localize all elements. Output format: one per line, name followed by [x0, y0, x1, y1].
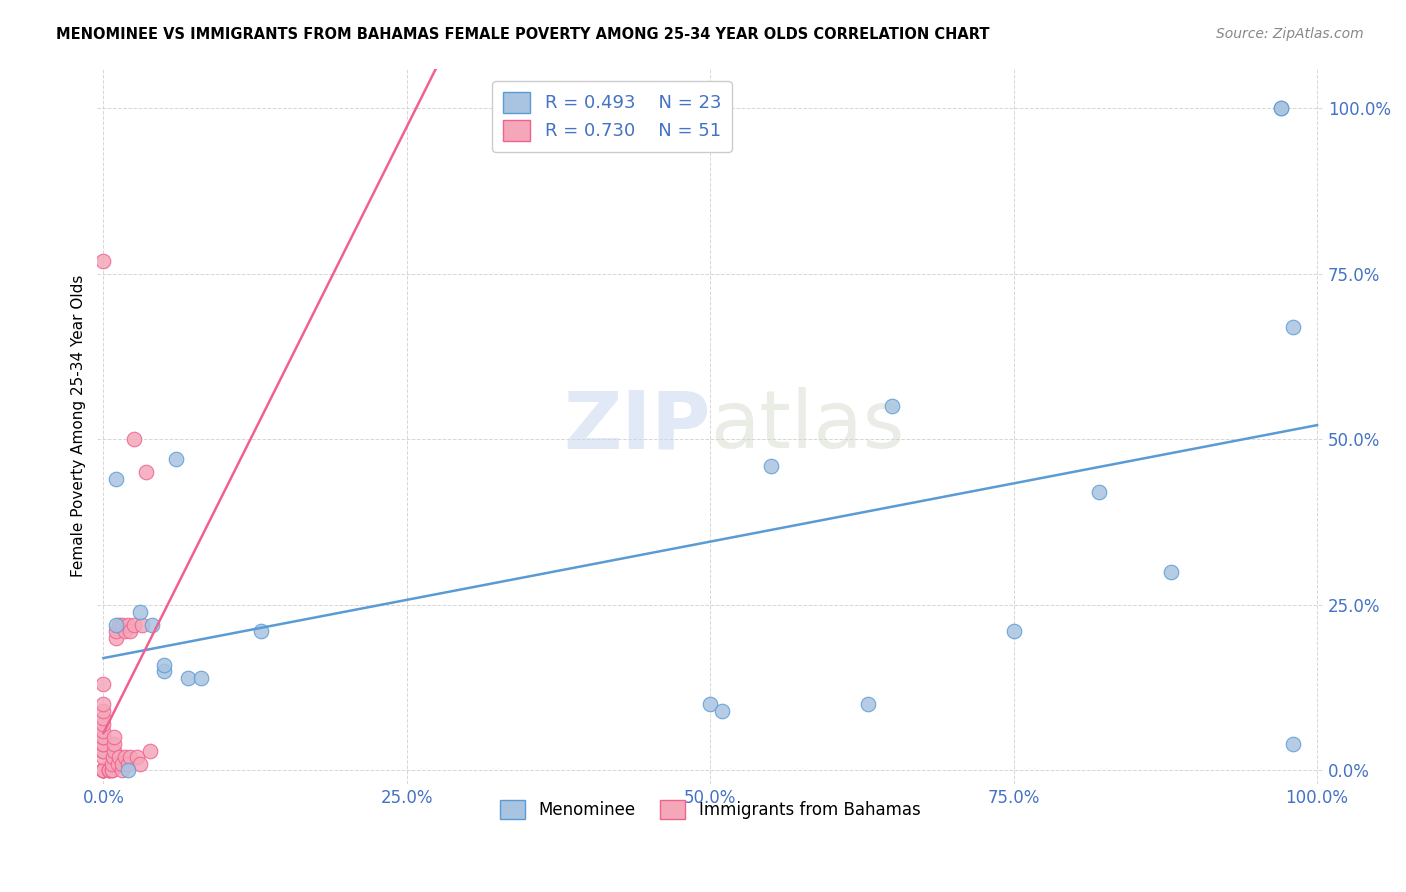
- Point: [759, 458, 782, 473]
- Point: [122, 433, 145, 447]
- Point: [250, 624, 273, 639]
- Point: [1281, 319, 1303, 334]
- Text: atlas: atlas: [710, 387, 904, 465]
- Point: [101, 756, 124, 771]
- Point: [141, 617, 163, 632]
- Legend: Menominee, Immigrants from Bahamas: Menominee, Immigrants from Bahamas: [494, 793, 927, 825]
- Point: [111, 756, 134, 771]
- Y-axis label: Female Poverty Among 25-34 Year Olds: Female Poverty Among 25-34 Year Olds: [72, 275, 86, 577]
- Point: [111, 617, 134, 632]
- Point: [93, 731, 115, 745]
- Point: [93, 750, 115, 764]
- Point: [98, 764, 121, 778]
- Point: [101, 764, 124, 778]
- Point: [120, 750, 142, 764]
- Point: [101, 750, 124, 764]
- Point: [98, 764, 121, 778]
- Point: [93, 698, 115, 712]
- Point: [93, 764, 115, 778]
- Point: [93, 764, 115, 778]
- Point: [111, 764, 134, 778]
- Point: [1002, 624, 1025, 639]
- Point: [114, 624, 136, 639]
- Point: [1270, 101, 1292, 115]
- Point: [104, 631, 127, 645]
- Point: [101, 764, 124, 778]
- Point: [120, 624, 142, 639]
- Point: [107, 756, 129, 771]
- Point: [103, 731, 125, 745]
- Point: [93, 710, 115, 724]
- Point: [93, 764, 115, 778]
- Point: [93, 744, 115, 758]
- Point: [1281, 737, 1303, 751]
- Point: [131, 617, 153, 632]
- Point: [93, 704, 115, 718]
- Point: [138, 744, 160, 758]
- Point: [93, 764, 115, 778]
- Point: [1087, 485, 1109, 500]
- Point: [108, 617, 131, 632]
- Point: [93, 764, 115, 778]
- Point: [93, 744, 115, 758]
- Point: [190, 671, 212, 685]
- Point: [127, 750, 149, 764]
- Point: [128, 605, 150, 619]
- Point: [104, 472, 127, 486]
- Point: [699, 698, 721, 712]
- Point: [135, 466, 157, 480]
- Point: [128, 756, 150, 771]
- Point: [1160, 565, 1182, 579]
- Text: ZIP: ZIP: [562, 387, 710, 465]
- Point: [93, 737, 115, 751]
- Point: [122, 617, 145, 632]
- Point: [93, 731, 115, 745]
- Point: [177, 671, 200, 685]
- Point: [93, 253, 115, 268]
- Point: [153, 657, 176, 672]
- Point: [1270, 101, 1292, 115]
- Point: [93, 677, 115, 691]
- Text: MENOMINEE VS IMMIGRANTS FROM BAHAMAS FEMALE POVERTY AMONG 25-34 YEAR OLDS CORREL: MENOMINEE VS IMMIGRANTS FROM BAHAMAS FEM…: [56, 27, 990, 42]
- Point: [93, 717, 115, 731]
- Point: [711, 704, 734, 718]
- Point: [117, 756, 139, 771]
- Point: [93, 723, 115, 738]
- Point: [108, 750, 131, 764]
- Point: [114, 750, 136, 764]
- Point: [93, 764, 115, 778]
- Text: Source: ZipAtlas.com: Source: ZipAtlas.com: [1216, 27, 1364, 41]
- Point: [117, 764, 139, 778]
- Point: [856, 698, 879, 712]
- Point: [153, 664, 176, 678]
- Point: [165, 452, 187, 467]
- Point: [98, 764, 121, 778]
- Point: [117, 617, 139, 632]
- Point: [103, 737, 125, 751]
- Point: [104, 617, 127, 632]
- Point: [104, 624, 127, 639]
- Point: [103, 744, 125, 758]
- Point: [93, 737, 115, 751]
- Point: [882, 399, 904, 413]
